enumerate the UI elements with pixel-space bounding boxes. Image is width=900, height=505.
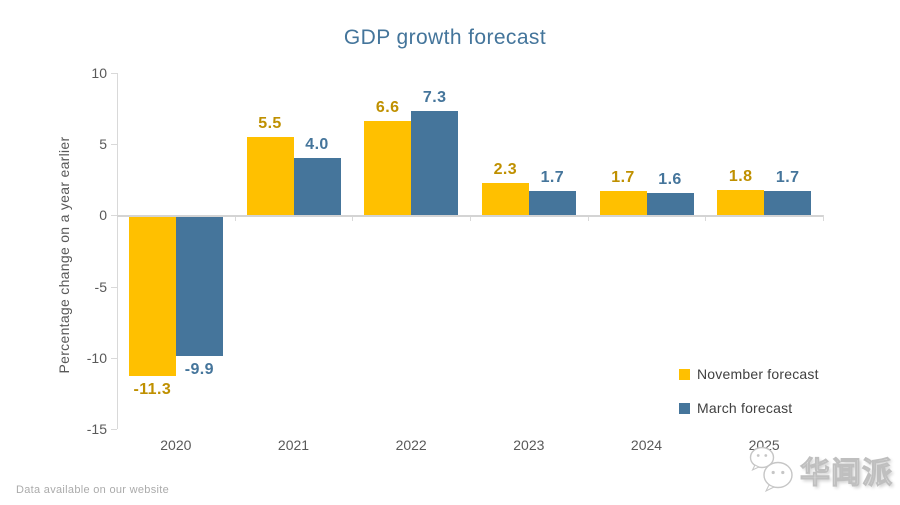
bar-value-label-november-2020: -11.3 bbox=[133, 381, 172, 399]
x-axis-tick bbox=[117, 215, 118, 222]
bar-november-2020 bbox=[128, 215, 176, 377]
y-axis-tick bbox=[111, 73, 117, 74]
y-tick-label: 0 bbox=[99, 207, 107, 224]
x-tick-label: 2020 bbox=[160, 437, 192, 453]
watermark-text: 华闻派 bbox=[800, 457, 893, 491]
legend-label-march: March forecast bbox=[697, 400, 793, 416]
x-axis-tick bbox=[587, 215, 589, 222]
x-tick-label: 2022 bbox=[395, 437, 427, 453]
bar-march-2023 bbox=[528, 191, 576, 216]
x-tick-label: 2024 bbox=[630, 437, 663, 453]
y-tick-label: -5 bbox=[94, 278, 107, 295]
bar-value-label-march-2023: 1.7 bbox=[540, 169, 565, 187]
chat-bubbles-icon bbox=[746, 444, 800, 496]
x-axis-tick bbox=[234, 215, 236, 222]
y-tick-label: 10 bbox=[91, 65, 107, 81]
bar-value-label-november-2021: 5.5 bbox=[258, 115, 282, 133]
y-axis-line bbox=[117, 73, 118, 429]
zero-baseline bbox=[117, 215, 823, 217]
x-tick-label: 2021 bbox=[277, 437, 310, 453]
y-tick-label: -10 bbox=[86, 349, 107, 366]
bar-march-2025 bbox=[764, 191, 812, 216]
bar-november-2023 bbox=[481, 182, 529, 216]
y-axis-tick bbox=[111, 144, 117, 146]
legend-label-november: November forecast bbox=[697, 366, 819, 382]
bar-march-2021 bbox=[293, 158, 341, 216]
y-axis-tick bbox=[111, 429, 117, 430]
legend-swatch-march-icon bbox=[679, 402, 690, 414]
footer-note: Data available on our website bbox=[16, 484, 170, 496]
bar-value-label-march-2020: -9.9 bbox=[184, 361, 214, 379]
bar-value-label-november-2024: 1.7 bbox=[611, 169, 635, 187]
bar-march-2020 bbox=[175, 215, 223, 357]
x-axis-tick bbox=[823, 215, 824, 222]
bar-value-label-march-2022: 7.3 bbox=[422, 89, 447, 107]
x-axis-tick bbox=[705, 215, 707, 222]
chart-title: GDP growth forecast bbox=[343, 26, 547, 49]
legend-swatch-november-icon bbox=[679, 368, 690, 380]
bar-value-label-march-2024: 1.6 bbox=[658, 170, 682, 188]
bar-november-2021 bbox=[246, 137, 294, 216]
bar-value-label-november-2025: 1.8 bbox=[728, 167, 753, 185]
bar-november-2022 bbox=[364, 121, 412, 216]
legend: November forecast March forecast bbox=[679, 364, 819, 432]
bar-value-label-march-2021: 4.0 bbox=[305, 136, 329, 154]
wechat-watermark: 华闻派 bbox=[746, 438, 898, 502]
y-tick-label: 5 bbox=[99, 136, 107, 153]
legend-item-november-forecast: November forecast bbox=[679, 364, 819, 384]
bar-november-2024 bbox=[599, 191, 647, 216]
y-axis-tick bbox=[111, 357, 117, 359]
y-axis-tick bbox=[111, 286, 117, 288]
x-tick-label: 2023 bbox=[513, 437, 545, 453]
bar-march-2024 bbox=[646, 192, 694, 216]
bar-value-label-march-2025: 1.7 bbox=[775, 169, 800, 187]
bar-march-2022 bbox=[411, 111, 459, 216]
y-axis-tick bbox=[111, 215, 117, 217]
bar-value-label-november-2023: 2.3 bbox=[493, 160, 518, 178]
x-axis-tick bbox=[470, 215, 471, 222]
y-tick-label: -15 bbox=[86, 421, 107, 437]
bar-value-label-november-2022: 6.6 bbox=[375, 99, 400, 117]
x-axis-tick bbox=[352, 215, 354, 222]
legend-item-march-forecast: March forecast bbox=[679, 398, 819, 418]
bar-november-2025 bbox=[717, 189, 765, 216]
